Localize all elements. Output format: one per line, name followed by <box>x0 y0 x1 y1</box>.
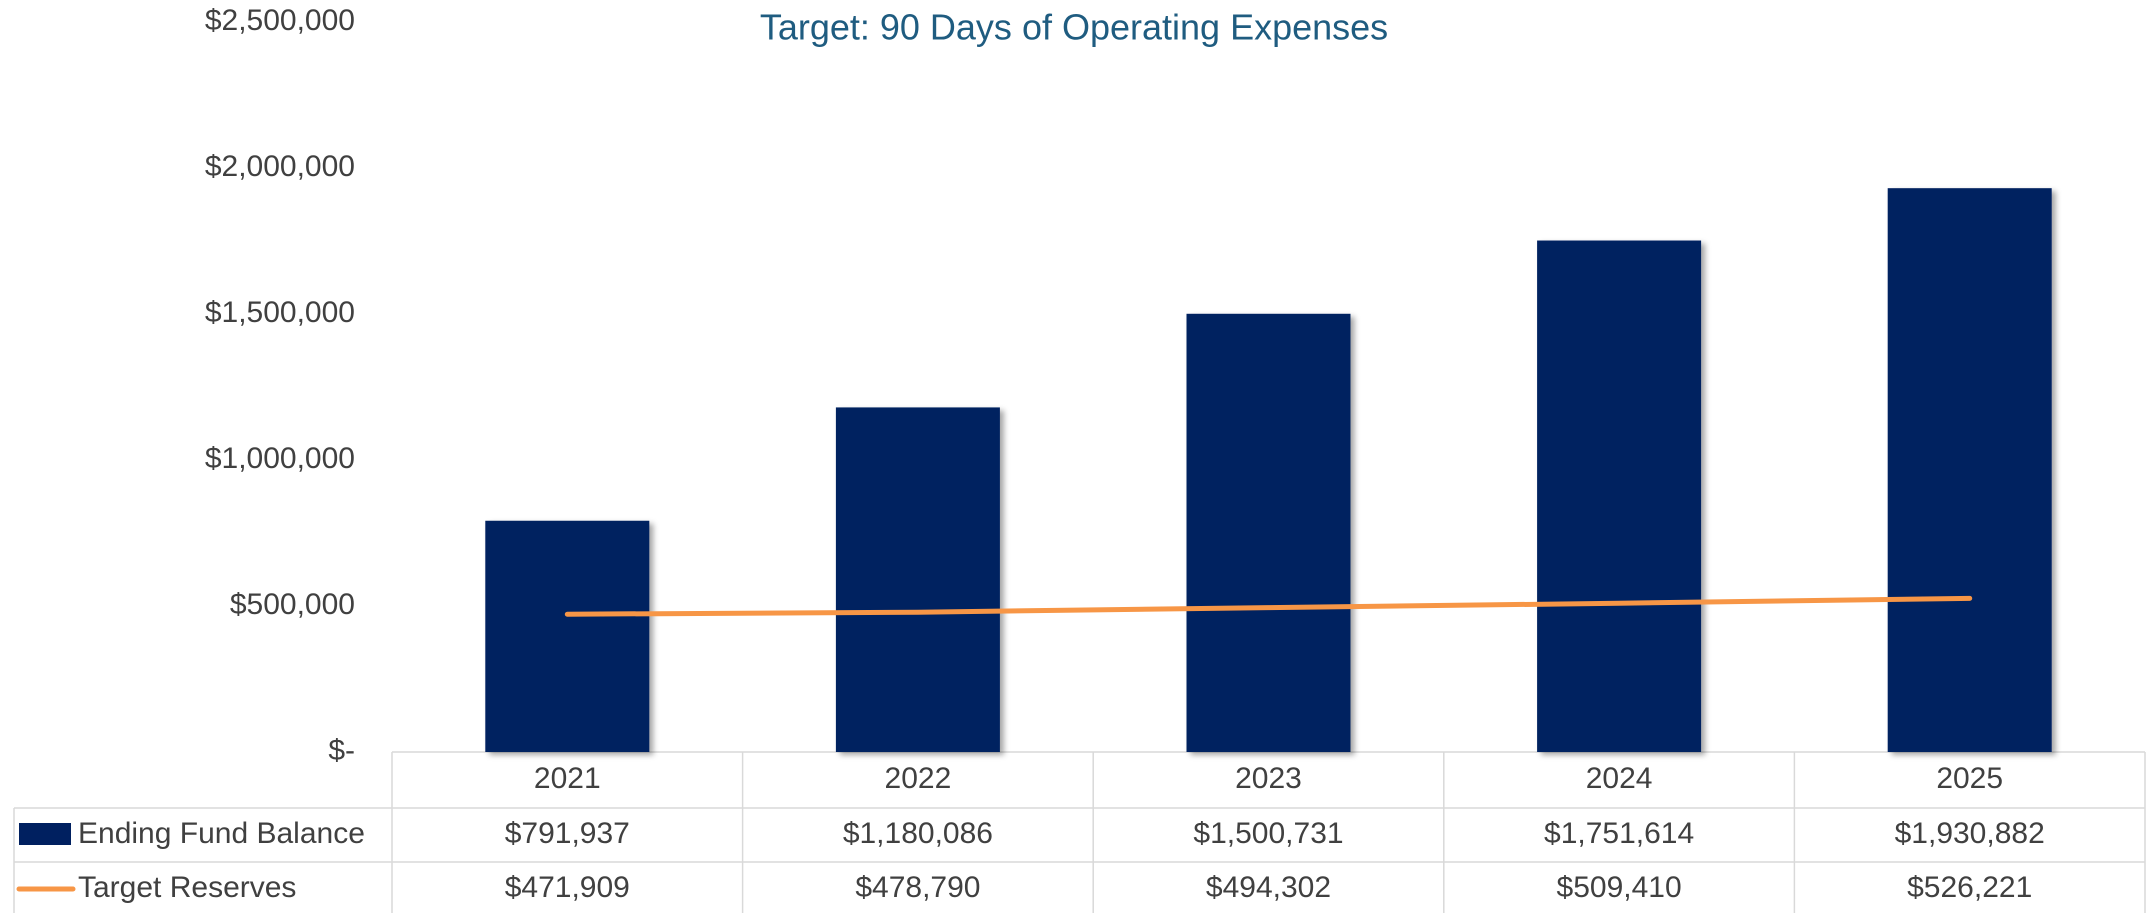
legend-label: Ending Fund Balance <box>78 817 365 850</box>
table-value: $1,930,882 <box>1895 817 2045 850</box>
table-value: $1,180,086 <box>843 817 993 850</box>
chart-title: Target: 90 Days of Operating Expenses <box>760 7 1388 48</box>
table-value: $791,937 <box>505 817 630 850</box>
line <box>564 595 1973 617</box>
table-value: $526,221 <box>1907 871 2032 904</box>
table-value: $1,500,731 <box>1193 817 1343 850</box>
y-tick-label: $1,000,000 <box>205 442 355 475</box>
bar <box>485 520 650 752</box>
x-tick-label: 2021 <box>534 762 601 795</box>
y-tick-label: $500,000 <box>230 588 355 621</box>
x-tick-label: 2023 <box>1235 762 1302 795</box>
y-tick-label: $1,500,000 <box>205 296 355 329</box>
table-value: $478,790 <box>855 871 980 904</box>
y-tick-label: $2,000,000 <box>205 150 355 183</box>
table-value: $471,909 <box>505 871 630 904</box>
x-tick-label: 2024 <box>1586 762 1653 795</box>
table-value: $509,410 <box>1557 871 1682 904</box>
table-value: $1,751,614 <box>1544 817 1694 850</box>
legend-key <box>19 823 71 845</box>
y-tick-label: $2,500,000 <box>205 4 355 37</box>
bar <box>1537 240 1702 752</box>
x-tick-label: 2022 <box>885 762 952 795</box>
bar <box>835 407 1000 752</box>
x-tick-label: 2025 <box>1936 762 2003 795</box>
y-tick-label: $- <box>328 734 355 767</box>
legend-label: Target Reserves <box>78 871 296 904</box>
bar <box>1887 188 2052 753</box>
table-value: $494,302 <box>1206 871 1331 904</box>
bar <box>1186 313 1351 752</box>
